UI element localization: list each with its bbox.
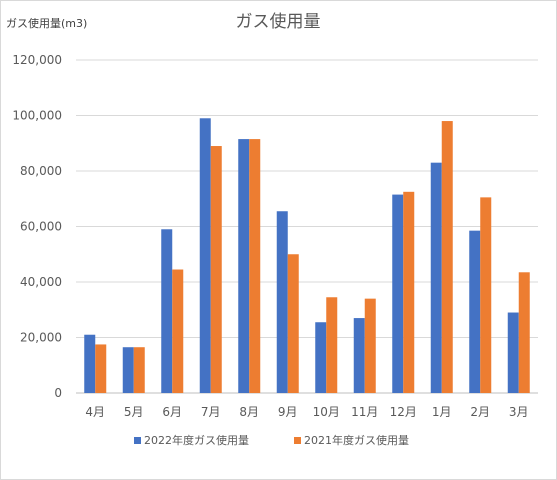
y-tick-label: 120,000 bbox=[12, 53, 62, 67]
x-tick-label: 4月 bbox=[85, 405, 105, 419]
gridlines bbox=[76, 59, 538, 394]
bar-series-2022 bbox=[276, 211, 288, 393]
bar-series-2021 bbox=[172, 269, 184, 393]
bar-series-2022 bbox=[430, 162, 442, 393]
legend-label: 2021年度ガス使用量 bbox=[304, 433, 409, 447]
bar-series-2021 bbox=[326, 297, 338, 393]
bar-series-2021 bbox=[249, 139, 261, 393]
x-tick-label: 10月 bbox=[313, 405, 340, 419]
bar-series-2021 bbox=[480, 197, 492, 393]
x-tick-label: 5月 bbox=[124, 405, 144, 419]
bar-series-2022 bbox=[84, 334, 96, 393]
chart-title: ガス使用量 bbox=[236, 11, 321, 32]
bar-series-2021 bbox=[133, 347, 145, 393]
x-tick-label: 11月 bbox=[351, 405, 378, 419]
y-tick-label: 20,000 bbox=[20, 331, 62, 345]
y-tick-label: 0 bbox=[54, 386, 62, 400]
x-tick-label: 7月 bbox=[201, 405, 221, 419]
unit-label: ガス使用量(m3) bbox=[6, 17, 87, 30]
x-tick-label: 12月 bbox=[390, 405, 417, 419]
x-tick-label: 9月 bbox=[278, 405, 298, 419]
bar-series-2022 bbox=[238, 139, 250, 393]
legend-label: 2022年度ガス使用量 bbox=[144, 433, 249, 447]
bar-series-2021 bbox=[364, 298, 376, 393]
legend: 2022年度ガス使用量 2021年度ガス使用量 bbox=[134, 433, 409, 447]
bar-series-2021 bbox=[210, 146, 222, 393]
y-axis-tick-labels: 0 20,000 40,000 60,000 80,000 100,000 120,000 bbox=[12, 53, 62, 400]
bar-series-2021 bbox=[403, 191, 415, 393]
x-axis-tick-labels: 4月 5月 6月 7月 8月 9月 10月 11月 12月 1月 2月 3月 bbox=[85, 405, 528, 419]
bar-series-2021 bbox=[95, 344, 107, 393]
bar-series-2022 bbox=[122, 347, 134, 393]
bar-series-2022 bbox=[392, 194, 404, 393]
y-tick-label: 80,000 bbox=[20, 164, 62, 178]
bar-series-2022 bbox=[199, 118, 211, 394]
bar-series-2022 bbox=[161, 229, 173, 393]
bar-series-2022 bbox=[353, 318, 365, 393]
x-tick-label: 6月 bbox=[162, 405, 182, 419]
x-tick-label: 3月 bbox=[509, 405, 529, 419]
bar-series-2021 bbox=[441, 121, 453, 394]
bar-series-2022 bbox=[469, 230, 481, 393]
x-tick-label: 1月 bbox=[432, 405, 452, 419]
x-tick-label: 2月 bbox=[470, 405, 490, 419]
bar-series-2021 bbox=[518, 272, 530, 393]
y-tick-label: 40,000 bbox=[20, 275, 62, 289]
legend-swatch bbox=[134, 437, 141, 444]
bar-series-2022 bbox=[315, 322, 327, 393]
bars bbox=[84, 118, 530, 394]
bar-series-2021 bbox=[287, 254, 299, 393]
bar-series-2022 bbox=[507, 312, 519, 393]
legend-swatch bbox=[294, 437, 301, 444]
x-tick-label: 8月 bbox=[239, 405, 259, 419]
y-tick-label: 100,000 bbox=[12, 109, 62, 123]
y-tick-label: 60,000 bbox=[20, 220, 62, 234]
